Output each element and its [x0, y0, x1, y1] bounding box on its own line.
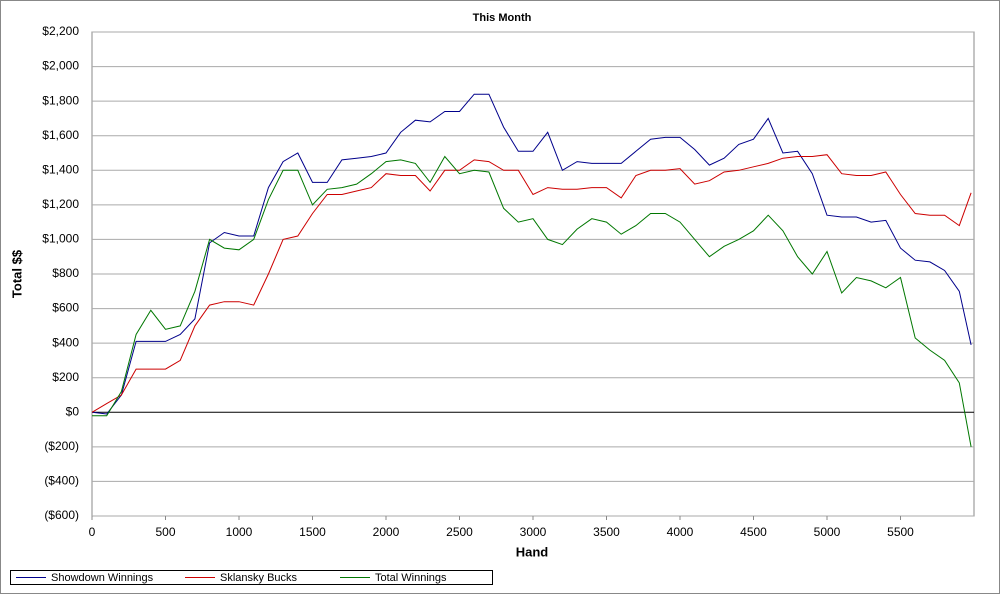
legend-label: Sklansky Bucks [220, 572, 298, 584]
y-tick-label: $1,400 [42, 162, 79, 176]
series-line [91, 154, 972, 413]
x-axis-label: Hand [516, 544, 549, 559]
y-tick-label: $400 [52, 335, 79, 349]
y-tick-label: ($200) [44, 439, 79, 453]
x-tick-label: 2500 [446, 525, 473, 539]
x-tick-label: 1000 [226, 525, 253, 539]
x-tick-label: 5000 [814, 525, 841, 539]
x-tick-label: 3500 [593, 525, 620, 539]
x-tick-label: 4500 [740, 525, 767, 539]
x-tick-label: 2000 [373, 525, 400, 539]
y-tick-label: $1,600 [42, 128, 79, 142]
y-tick-label: $600 [52, 301, 79, 315]
y-tick-label: $1,000 [42, 232, 79, 246]
x-tick-label: 1500 [299, 525, 326, 539]
y-tick-label: $1,200 [42, 197, 79, 211]
x-tick-label: 4000 [667, 525, 694, 539]
x-tick-label: 0 [89, 525, 96, 539]
y-tick-label: $0 [66, 404, 80, 418]
chart-title: This Month [473, 12, 532, 24]
y-tick-label: ($600) [44, 508, 79, 522]
legend [10, 570, 493, 585]
legend-label: Total Winnings [375, 572, 447, 584]
y-tick-label: $800 [52, 266, 79, 280]
series-line [91, 93, 972, 415]
x-tick-label: 3000 [520, 525, 547, 539]
legend-label: Showdown Winnings [51, 572, 154, 584]
y-tick-label: $1,800 [42, 93, 79, 107]
x-tick-label: 500 [155, 525, 175, 539]
y-tick-label: $2,000 [42, 59, 79, 73]
series-line [92, 155, 972, 447]
y-axis-label: Total $$ [9, 249, 24, 298]
y-tick-label: $200 [52, 370, 79, 384]
x-tick-label: 5500 [887, 525, 914, 539]
y-tick-label: $2,200 [42, 24, 79, 38]
y-tick-label: ($400) [44, 474, 79, 488]
